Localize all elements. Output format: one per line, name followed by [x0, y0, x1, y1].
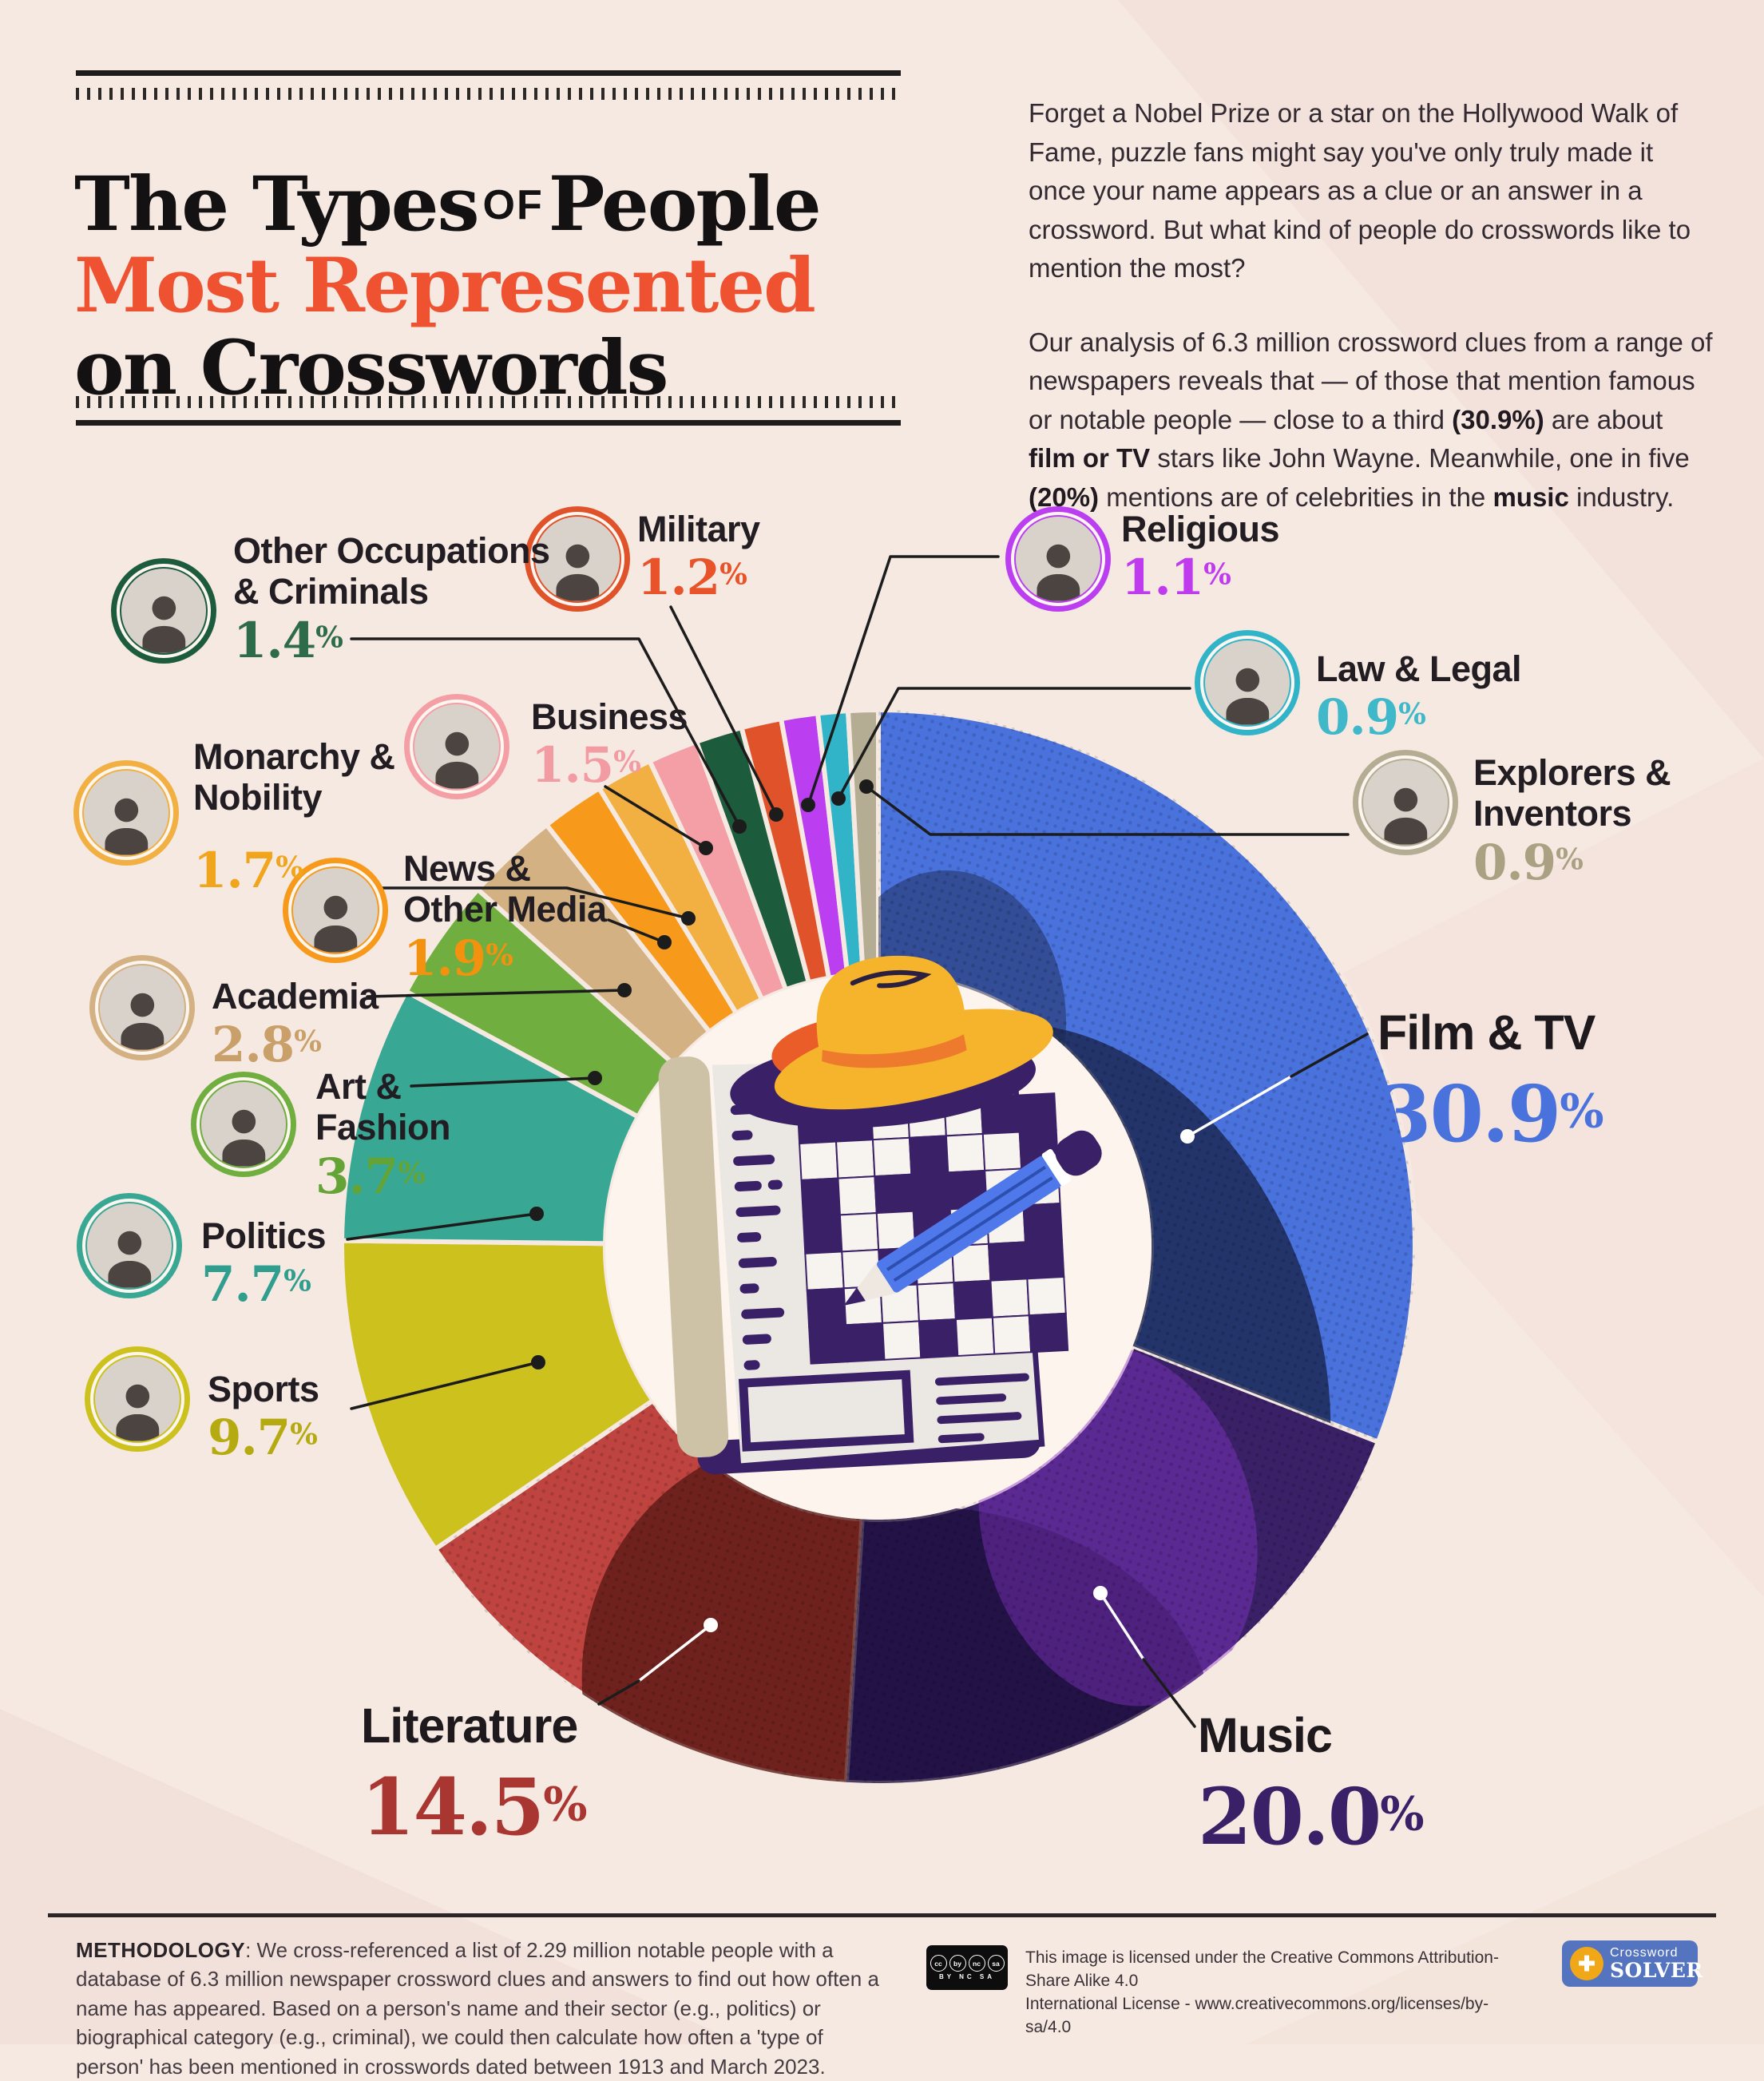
hat-icon — [730, 955, 1053, 1128]
legend-item-religious: Religious 1.1% — [1121, 509, 1280, 607]
crossword-solver-logo[interactable]: ✚ Crossword SOLVER — [1562, 1940, 1703, 1987]
other-occupations-avatar — [111, 558, 216, 664]
religious-avatar — [1005, 506, 1111, 612]
monarchy-avatar — [73, 760, 179, 866]
top-ticks — [76, 88, 901, 100]
legend-item-art-fashion: Art & Fashion 3.7% — [315, 1066, 451, 1205]
sports-avatar — [85, 1346, 190, 1452]
explorers-avatar — [1353, 750, 1458, 855]
legend-item-monarchy: Monarchy & Nobility 1.7% — [193, 736, 395, 899]
pencil-icon — [843, 1130, 1102, 1306]
legend-item-other-occupations: Other Occupations & Criminals 1.4% — [233, 530, 550, 669]
legend-item-military: Military 1.2% — [637, 509, 760, 607]
crossword-illustration — [658, 955, 1102, 1475]
methodology-text: METHODOLOGY: We cross-referenced a list … — [76, 1938, 879, 2079]
top-rule — [76, 70, 901, 76]
caption-bars — [934, 1373, 1029, 1444]
legend-item-academia: Academia 2.8% — [212, 976, 379, 1074]
intro-text: Forget a Nobel Prize or a star on the Ho… — [1029, 94, 1717, 552]
business-avatar — [404, 694, 509, 799]
legend-item-law-legal: Law & Legal 0.9% — [1316, 648, 1522, 747]
law-legal-avatar — [1195, 630, 1300, 735]
politics-avatar — [77, 1193, 182, 1298]
legend-item-music: Music 20.0% — [1198, 1708, 1425, 1862]
legend-item-sports: Sports 9.7% — [208, 1369, 319, 1467]
legend-item-film-tv: Film & TV 30.9% — [1378, 1005, 1604, 1159]
title-line2: Most Represented — [74, 242, 816, 331]
legend-item-news-media: News & Other Media 1.9% — [403, 848, 607, 987]
bottom-rule — [76, 420, 901, 426]
military-avatar — [525, 506, 630, 612]
legend-item-literature: Literature 14.5% — [361, 1698, 588, 1853]
academia-avatar — [89, 955, 195, 1060]
crossword-grid-icon: ✚ — [1570, 1947, 1603, 1980]
title-line3: on Crosswords — [74, 323, 668, 412]
footer-rule — [48, 1913, 1716, 1917]
legend-item-explorers: Explorers & Inventors 0.9% — [1473, 752, 1671, 891]
license-text: This image is licensed under the Creativ… — [1025, 1948, 1499, 2036]
clue-text-bars — [730, 1103, 787, 1370]
legend-item-politics: Politics 7.7% — [201, 1215, 327, 1314]
cc-license-badge: cc by nc sa BY NC SA — [926, 1945, 1008, 1990]
bottom-ticks — [76, 396, 901, 408]
intro-paragraph-1: Forget a Nobel Prize or a star on the Ho… — [1029, 98, 1691, 283]
legend-item-business: Business 1.5% — [531, 696, 688, 795]
page-title: The Types ofPeople Most Represented on Cr… — [74, 160, 822, 412]
art-fashion-avatar — [191, 1072, 296, 1177]
intro-paragraph-2: Our analysis of 6.3 million crossword cl… — [1029, 327, 1713, 512]
title-line1: The Types ofPeople — [74, 160, 822, 248]
news-media-avatar — [283, 858, 388, 963]
